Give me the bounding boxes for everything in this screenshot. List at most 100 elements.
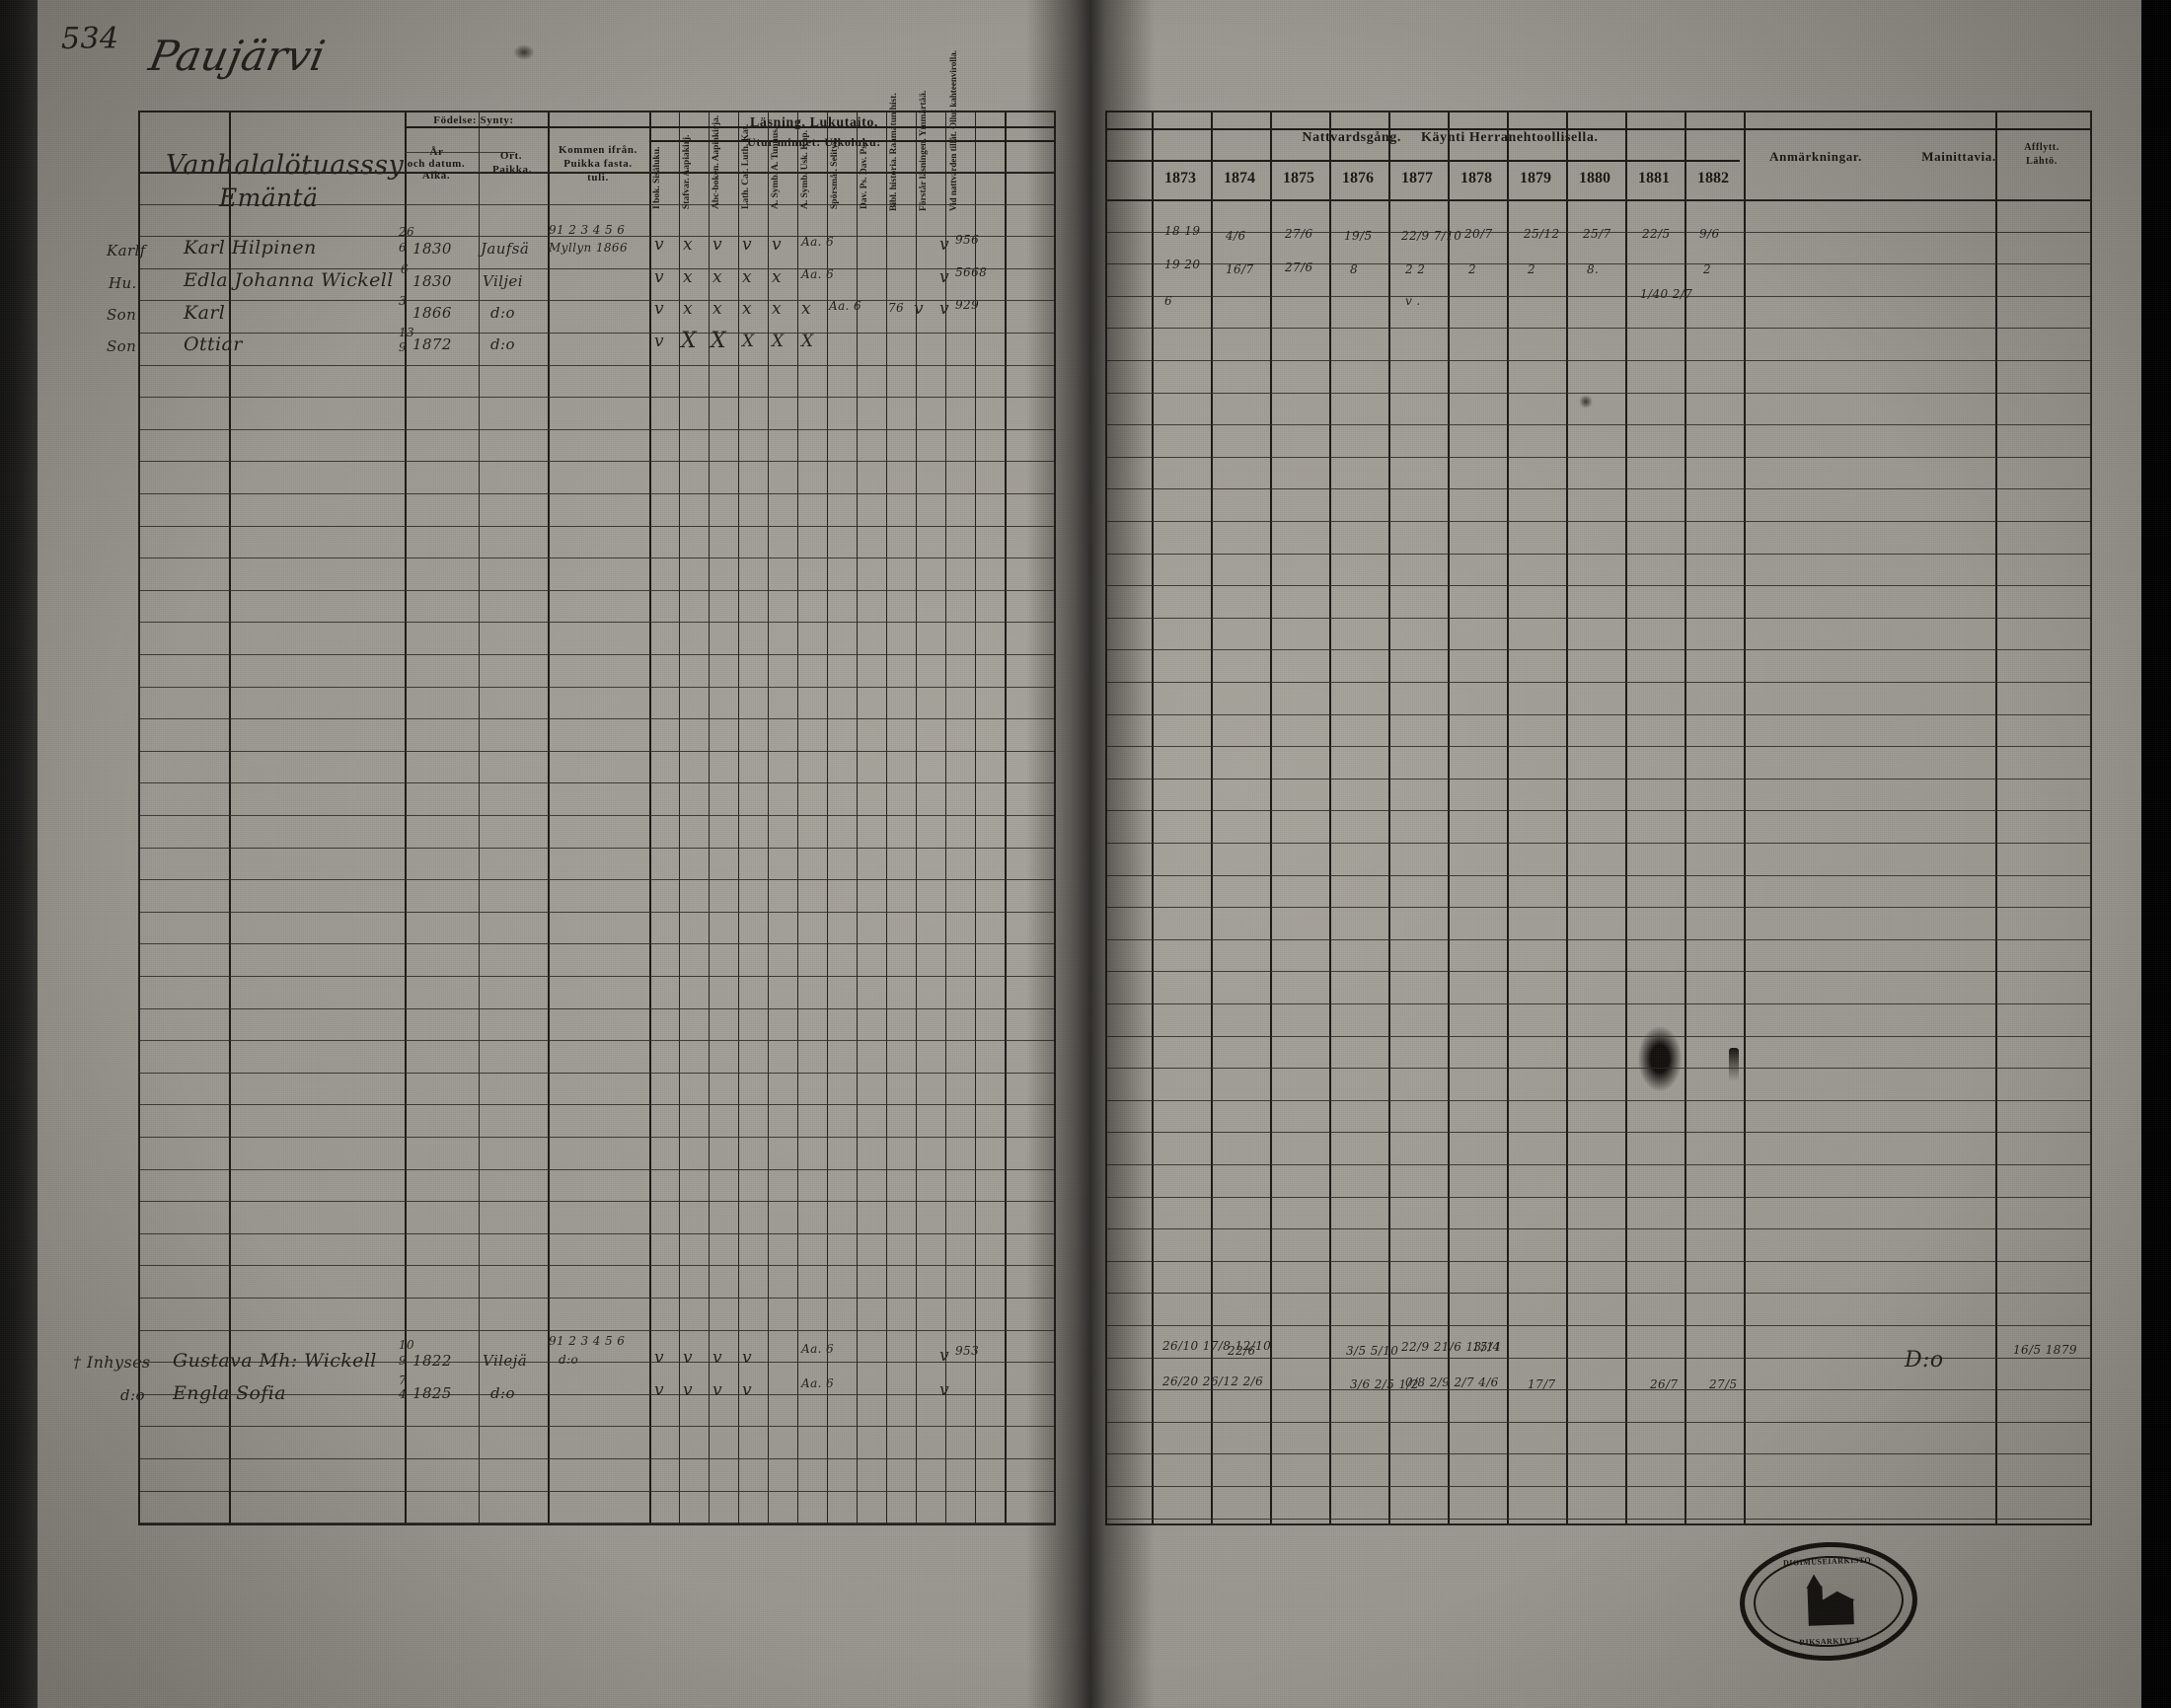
ledger-rule <box>140 1394 1054 1395</box>
ledger-rule <box>1107 1486 2090 1487</box>
year-header-7: 1880 <box>1579 170 1610 186</box>
year-header-0: 1873 <box>1164 170 1196 186</box>
reading-col-2: Abc-boken. Aapiakirja. <box>711 114 721 209</box>
ledger-rule <box>140 1008 1054 1009</box>
right-table <box>1105 111 2092 1525</box>
ledger-rule <box>140 687 1054 688</box>
reading-col-7: Dav. Ps. Dav. Ps. <box>860 142 869 209</box>
right-row-0-cell-5: 20/7 <box>1464 227 1493 241</box>
year-header-6: 1879 <box>1520 170 1551 186</box>
right-row-1-cell-9: 2 <box>1703 262 1712 276</box>
year-header-8: 1881 <box>1638 170 1670 186</box>
ledger-rule <box>140 1362 1054 1363</box>
right-row-2-cell-0: 6 <box>1164 294 1173 308</box>
bottom-row-0-name: Gustava Mh: Wickell <box>173 1350 377 1372</box>
ledger-rule <box>140 461 1054 462</box>
right-row-1-cell-2: 27/6 <box>1285 260 1313 274</box>
reading-col-5: A. Symb. Usk. Kap. <box>800 130 810 209</box>
row-0-name: Karl Hilpinen <box>184 237 317 259</box>
right-row-0-cell-6: 25/12 <box>1524 227 1560 241</box>
right-row-0-cell-4: 22/9 7/10 <box>1401 229 1462 243</box>
ledger-rule <box>1107 296 2090 297</box>
row-3-birth-place: d:o <box>490 335 515 353</box>
ledger-rule <box>1107 1100 2090 1101</box>
row-1-score: 5668 <box>955 265 988 279</box>
ledger-rule <box>1107 360 2090 361</box>
name-column-heading-line2: Emäntä <box>219 184 319 212</box>
right-row-0-cell-1: 4/6 <box>1226 229 1246 243</box>
ledger-rule <box>1107 1228 2090 1229</box>
year-header-5: 1878 <box>1460 170 1492 186</box>
ledger-rule <box>140 493 1054 494</box>
row-0-birth-mon: 6 <box>399 241 408 255</box>
right-row-1-cell-7: 8. <box>1587 262 1600 276</box>
reading-col-1: Stafvar. Aapiakirj. <box>682 134 692 209</box>
right-bottom-1-cell-0: 26/20 26/12 2/6 <box>1162 1374 1264 1388</box>
birth-group-header: Födelse: Synty: <box>433 114 514 126</box>
right-bottom-1-cell-2: 3/6 2/5 1/2 <box>1350 1377 1419 1391</box>
ledger-rule <box>140 333 1054 334</box>
year-header-9: 1882 <box>1697 170 1729 186</box>
ledger-rule <box>140 365 1054 366</box>
year-header-2: 1875 <box>1283 170 1314 186</box>
ledger-rule <box>140 1073 1054 1074</box>
year-header-1: 1874 <box>1224 170 1255 186</box>
right-row-0-cell-3: 19/5 <box>1344 229 1373 243</box>
row-0-reading-6: Aa. 6 <box>801 235 835 249</box>
ledger-rule <box>1107 1036 2090 1037</box>
notes-title-sv: Anmärkningar. <box>1769 149 1862 164</box>
reading-col-6: Spörsmål. Selitys. <box>830 137 840 209</box>
row-1-rel: Hu. <box>109 274 137 292</box>
church-icon <box>1801 1574 1856 1626</box>
row-0-birth-place: Jaufsä <box>481 240 530 258</box>
ledger-rule <box>1107 971 2090 972</box>
ledger-rule <box>140 848 1054 849</box>
bottom-row-0-rel: † Inhyses <box>73 1353 151 1372</box>
ledger-rule <box>140 622 1054 623</box>
ledger-rule <box>1107 1293 2090 1294</box>
right-bottom-0-cell-0: 26/10 17/8 12/10 <box>1162 1339 1272 1353</box>
row-0-from-sub: 91 2 3 4 5 6 <box>549 223 626 237</box>
right-bottom-0-cell-5: 15/4 <box>1472 1340 1501 1354</box>
ledger-rule <box>1107 682 2090 683</box>
birth-place-sub: Paikka. <box>492 164 532 176</box>
ledger-rule <box>1107 1261 2090 1262</box>
row-2-birth-year: 1866 <box>412 304 452 322</box>
ledger-rule <box>140 654 1054 655</box>
ledger-rule <box>1107 875 2090 876</box>
row-3-birth-mon: 9 <box>399 340 408 354</box>
name-column-heading-line1: Vanhalalötuasssy <box>166 150 405 181</box>
ledger-rule <box>140 172 1054 173</box>
ledger-rule <box>1107 457 2090 458</box>
right-row-0-cell-8: 22/5 <box>1642 227 1671 241</box>
communion-title-sv: Nattvardsgång. <box>1302 130 1401 145</box>
ledger-rule <box>1107 1197 2090 1198</box>
ledger-rule <box>1107 263 2090 264</box>
bottom-row-0-birth-day: 10 <box>399 1338 415 1352</box>
right-row-1-cell-6: 2 <box>1528 262 1536 276</box>
row-0-rel: Karlf <box>107 242 146 260</box>
moved-out-line1: Afflytt. <box>2024 142 2059 153</box>
right-bottom-0-cell-1: 22/6 <box>1228 1344 1256 1358</box>
ledger-rule <box>1107 585 2090 586</box>
ledger-rule <box>140 526 1054 527</box>
ledger-rule <box>1107 1003 2090 1004</box>
confirm-column-label: Vid nattvarden tillåt. Ollut kahteenviro… <box>948 49 958 211</box>
bottom-row-0-birth-place: Vilejä <box>483 1352 528 1370</box>
right-row-1-cell-3: 8 <box>1350 262 1359 276</box>
reading-col-9: Förstår läsningen. Ymmärtää. <box>919 90 929 211</box>
bottom-row-1-rel: d:o <box>120 1386 145 1404</box>
row-3-birth-day: 13 <box>399 326 415 339</box>
ledger-rule <box>1107 746 2090 747</box>
birth-year-label: År <box>429 146 444 158</box>
year-header-4: 1877 <box>1401 170 1433 186</box>
ledger-rule <box>140 1233 1054 1234</box>
ledger-rule <box>140 1522 1054 1523</box>
row-0-birth-year: 1830 <box>412 240 452 258</box>
ledger-rule <box>140 1265 1054 1266</box>
year-header-3: 1876 <box>1342 170 1374 186</box>
ledger-rule <box>140 751 1054 752</box>
ledger-rule <box>140 943 1054 944</box>
bottom-row-1-birth-place: d:o <box>490 1384 515 1402</box>
